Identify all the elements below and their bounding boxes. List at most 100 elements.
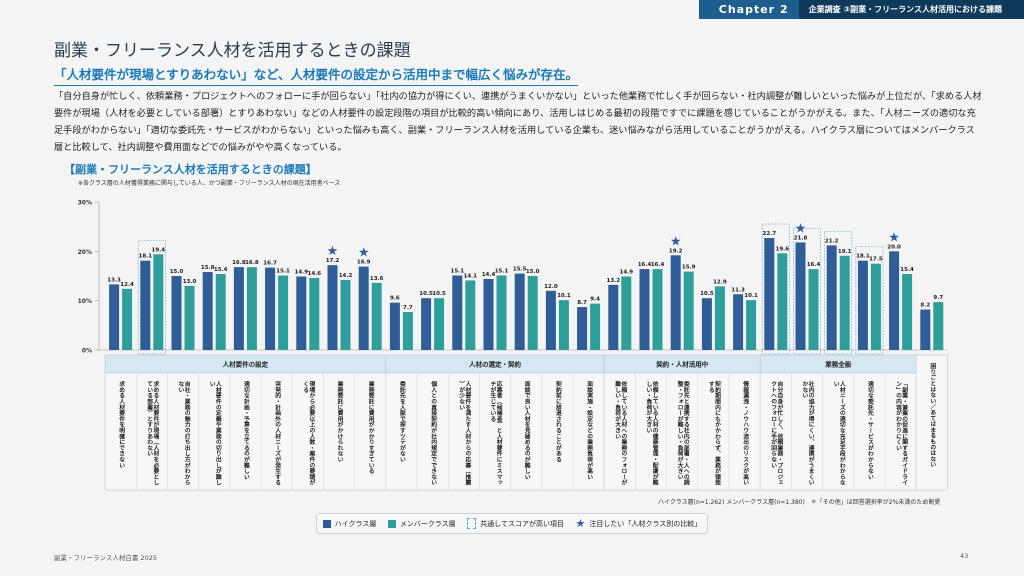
common-score-box [793, 228, 821, 355]
data-label-high: 13.2 [607, 278, 621, 284]
category-label: かない [801, 381, 808, 399]
group-header-label: 人材の選定・契約 [469, 360, 522, 369]
category-label: 人材ニーズの適切な充足手段がわからな [838, 380, 846, 487]
data-label-high: 18.1 [139, 254, 153, 260]
bar-member [465, 280, 476, 350]
category-label: 現場から必要以上の人数・案件の要請が [308, 380, 316, 487]
bar-high [608, 284, 619, 350]
data-label-member: 12.9 [713, 279, 727, 285]
bar-high [452, 275, 463, 350]
data-label-high: 19.2 [669, 248, 683, 254]
star-icon: ★ [327, 244, 339, 259]
group-body [915, 354, 948, 491]
y-tick-label: 20% [78, 249, 92, 256]
bar-member [371, 282, 382, 350]
category-label: 「副業・兼業の促進に関するガイドライ [901, 381, 909, 486]
category-label: 突発的・計画外の人材ニーズが発生する [274, 380, 282, 487]
group-header-label: 業務全般 [824, 360, 852, 369]
data-label-member: 16.8 [245, 260, 259, 266]
y-tick-label: 10% [78, 298, 92, 305]
legend-item-member: メンバークラス層 [387, 519, 456, 529]
bar-high [358, 266, 369, 350]
bar-high [233, 267, 244, 350]
legend-item-star: ★ 注目したい「人材クラス別の比較」 [575, 517, 701, 530]
category-label: 個人との直接契約が社内規定でできない [430, 380, 438, 486]
group-header-label: 人材要件の設定 [223, 360, 269, 369]
category-label: 業務委託に費用がかけられない [336, 380, 344, 462]
group-header-label: 契約・人材活用中 [655, 360, 708, 369]
data-label-high: 10.5 [700, 291, 714, 297]
category-label: 整・フォローが難しい・負荷が大きい [676, 380, 684, 480]
chapter-header: Chapter 2 企業調査 ③副業・フリーランス人材活用における課題 [698, 0, 1024, 19]
data-label-member: 14.2 [339, 273, 353, 279]
bar-high [920, 309, 931, 350]
common-score-box [137, 239, 166, 355]
data-label-high: 12.0 [544, 284, 558, 290]
bar-member [714, 286, 725, 350]
bar-high [795, 242, 806, 350]
bar-high [514, 273, 525, 350]
bar-high [545, 290, 556, 350]
category-label: 契約前に辞退されることがある [554, 380, 562, 463]
bar-high [701, 298, 712, 350]
bar-high [109, 284, 120, 350]
data-label-member: 15.4 [214, 267, 228, 273]
category-label: ン」の内容がわかりにくい [895, 381, 903, 451]
data-label-high: 18.1 [856, 254, 870, 260]
category-label: 自社・業務の魅力の打ち出し方がわから [183, 380, 191, 487]
legend-label-member: メンバークラス層 [399, 519, 456, 528]
data-label-high: 14.4 [482, 272, 496, 278]
category-label: 求める人材要件が現場（人材を必要とし [152, 380, 160, 487]
data-label-member: 15.1 [276, 269, 290, 275]
group-body [603, 372, 761, 491]
data-label-member: 17.5 [869, 257, 883, 263]
data-label-high: 16.8 [232, 260, 246, 266]
bar-high [577, 307, 588, 350]
star-icon: ★ [670, 234, 682, 249]
data-label-high: 20.0 [887, 244, 901, 250]
bar-member [777, 253, 788, 350]
category-label: 面談実施・設定などの業務負荷が高い [586, 380, 594, 480]
bar-member [839, 255, 850, 350]
data-label-member: 15.4 [900, 267, 914, 273]
bar-high [421, 298, 432, 350]
category-label: クトへのフォローに手が回らない [770, 380, 777, 468]
data-label-high: 14.9 [295, 269, 309, 275]
bar-member [902, 274, 913, 350]
category-label: ている部署）とすりあわない [146, 381, 154, 457]
data-label-member: 15.0 [526, 269, 540, 275]
data-label-high: 8.2 [920, 303, 930, 309]
category-label: 面談で良い人材を見極めるのが難しい [523, 380, 531, 480]
data-label-high: 15.0 [170, 269, 184, 275]
bar-high [670, 255, 681, 350]
category-label: 応募者（候補者）と人材要件にミスマッ [495, 380, 503, 486]
data-label-member: 16.4 [651, 262, 665, 268]
category-label: 業務委託に費用がかかりすぎている [367, 380, 375, 475]
data-label-high: 17.2 [326, 258, 340, 264]
legend: ハイクラス層 メンバークラス層 共通してスコアが高い項目 ★ 注目したい「人材クラ… [316, 513, 708, 534]
category-label: 適切な委託先・サービスがわからない [866, 380, 874, 480]
data-label-member: 14.6 [308, 271, 322, 277]
data-label-high: 13.3 [107, 277, 121, 283]
data-label-member: 16.4 [807, 262, 821, 268]
data-label-member: 10.5 [432, 291, 446, 297]
category-label: 人材要件を満たす人材からの応募（推薦 [464, 380, 472, 487]
bar-high [389, 302, 400, 350]
data-label-high: 21.2 [825, 238, 839, 244]
category-label: い [208, 381, 215, 387]
bar-member [340, 279, 351, 350]
legend-label-star: 注目したい「人材クラス別の比較」 [589, 519, 702, 528]
data-label-high: 22.7 [763, 231, 777, 237]
data-label-member: 14.1 [464, 273, 478, 279]
data-label-high: 15.5 [513, 267, 527, 273]
data-label-member: 7.7 [403, 305, 413, 311]
category-label: ）が少ない [458, 380, 466, 410]
bar-member [309, 277, 320, 350]
category-label: 契約期間内にもかかわらず、業務が頓挫 [714, 380, 722, 487]
data-label-high: 9.6 [390, 296, 400, 302]
category-label: しい・負荷が大きい [645, 381, 653, 434]
data-label-high: 15.8 [201, 265, 215, 271]
bar-member [652, 269, 663, 350]
category-label: 適切な計画・予算を立てるのが難しい [242, 380, 250, 480]
page-subtitle: 「人材要件が現場とすりあわない」など、人材要件の設定から活用中まで幅広く悩みが存… [54, 64, 579, 86]
